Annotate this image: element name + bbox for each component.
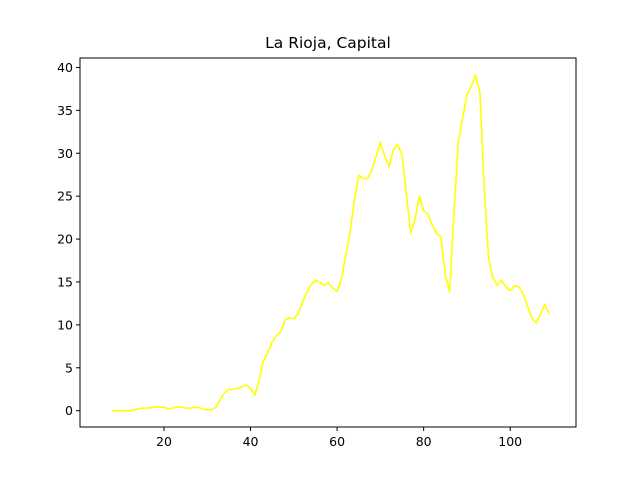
y-axis: 0 5 10 15 20 25 30 35 40 — [57, 60, 80, 418]
y-tick-label: 40 — [57, 60, 73, 75]
chart-title: La Rioja, Capital — [265, 34, 391, 52]
x-tick-label: 20 — [156, 434, 172, 449]
series-layer — [112, 74, 550, 412]
series-line-0 — [112, 74, 550, 412]
x-tick-label: 100 — [498, 434, 522, 449]
y-tick-label: 0 — [65, 403, 73, 418]
x-tick-label: 60 — [329, 434, 345, 449]
x-axis: 20 40 60 80 100 — [156, 427, 522, 449]
y-tick-label: 30 — [57, 146, 73, 161]
plot-frame — [79, 57, 577, 428]
y-tick-label: 15 — [57, 274, 73, 289]
x-tick-label: 40 — [243, 434, 259, 449]
y-tick-label: 35 — [57, 103, 73, 118]
y-tick-label: 25 — [57, 189, 73, 204]
x-tick-label: 80 — [416, 434, 432, 449]
y-tick-label: 20 — [57, 232, 73, 247]
y-tick-label: 10 — [57, 317, 73, 332]
y-tick-label: 5 — [65, 360, 73, 375]
